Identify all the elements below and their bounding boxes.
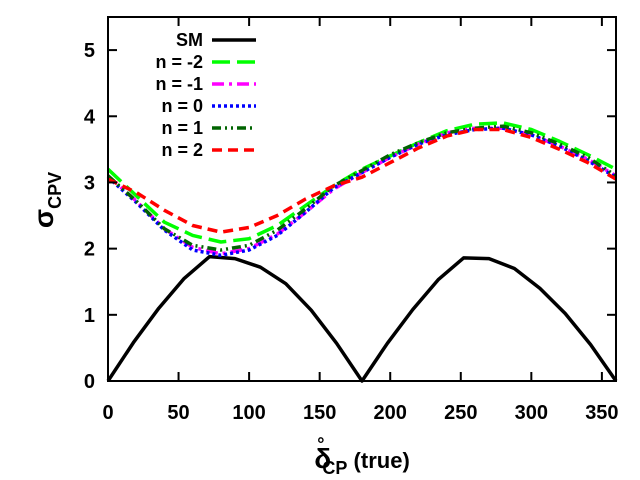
y-tick-label-4: 4 — [84, 106, 96, 128]
y-tick-label-0: 0 — [84, 371, 95, 393]
axis-ticks: 0 50 100 150 200 250 300 350 0 1 2 3 4 5 — [84, 17, 619, 424]
y-tick-label-5: 5 — [84, 40, 95, 62]
y-axis-title: σCPV — [28, 172, 65, 228]
x-tick-label-200: 200 — [374, 402, 407, 424]
series-line-n0 — [106, 126, 617, 258]
legend-label-nminus2: n = -2 — [155, 52, 203, 72]
legend-label-n1: n = 1 — [161, 118, 203, 138]
x-axis-title: δ° CP (true) — [314, 434, 410, 478]
x-tick-label-0: 0 — [102, 402, 113, 424]
y-tick-label-2: 2 — [84, 239, 95, 261]
y-axis-title-sub: CPV — [45, 172, 65, 209]
legend: SMn = -2n = -1n = 0n = 1n = 2 — [155, 30, 256, 160]
plot-lines — [106, 121, 618, 383]
x-axis-title-sub: CP — [322, 458, 347, 478]
series-line-SM — [106, 254, 618, 383]
y-tick-label-1: 1 — [84, 305, 95, 327]
legend-label-n2: n = 2 — [161, 140, 203, 160]
x-axis-title-sup: ° — [317, 434, 324, 454]
plot-frame — [107, 16, 617, 382]
x-tick-label-250: 250 — [444, 402, 477, 424]
series-line-n2 — [107, 127, 617, 234]
legend-label-n0: n = 0 — [161, 96, 203, 116]
x-tick-label-100: 100 — [232, 402, 265, 424]
series-line-n1 — [106, 124, 617, 252]
legend-label-SM: SM — [176, 30, 203, 50]
y-tick-label-3: 3 — [84, 172, 95, 194]
series-line-nminus2 — [106, 121, 617, 244]
x-axis-title-main: δ — [314, 443, 331, 474]
legend-label-nminus1: n = -1 — [155, 74, 203, 94]
x-tick-label-350: 350 — [585, 402, 618, 424]
y-axis-title-main: σ — [28, 209, 59, 228]
x-axis-title-suffix: (true) — [347, 448, 409, 473]
x-tick-label-150: 150 — [303, 402, 336, 424]
x-tick-label-300: 300 — [515, 402, 548, 424]
x-tick-label-50: 50 — [167, 402, 189, 424]
